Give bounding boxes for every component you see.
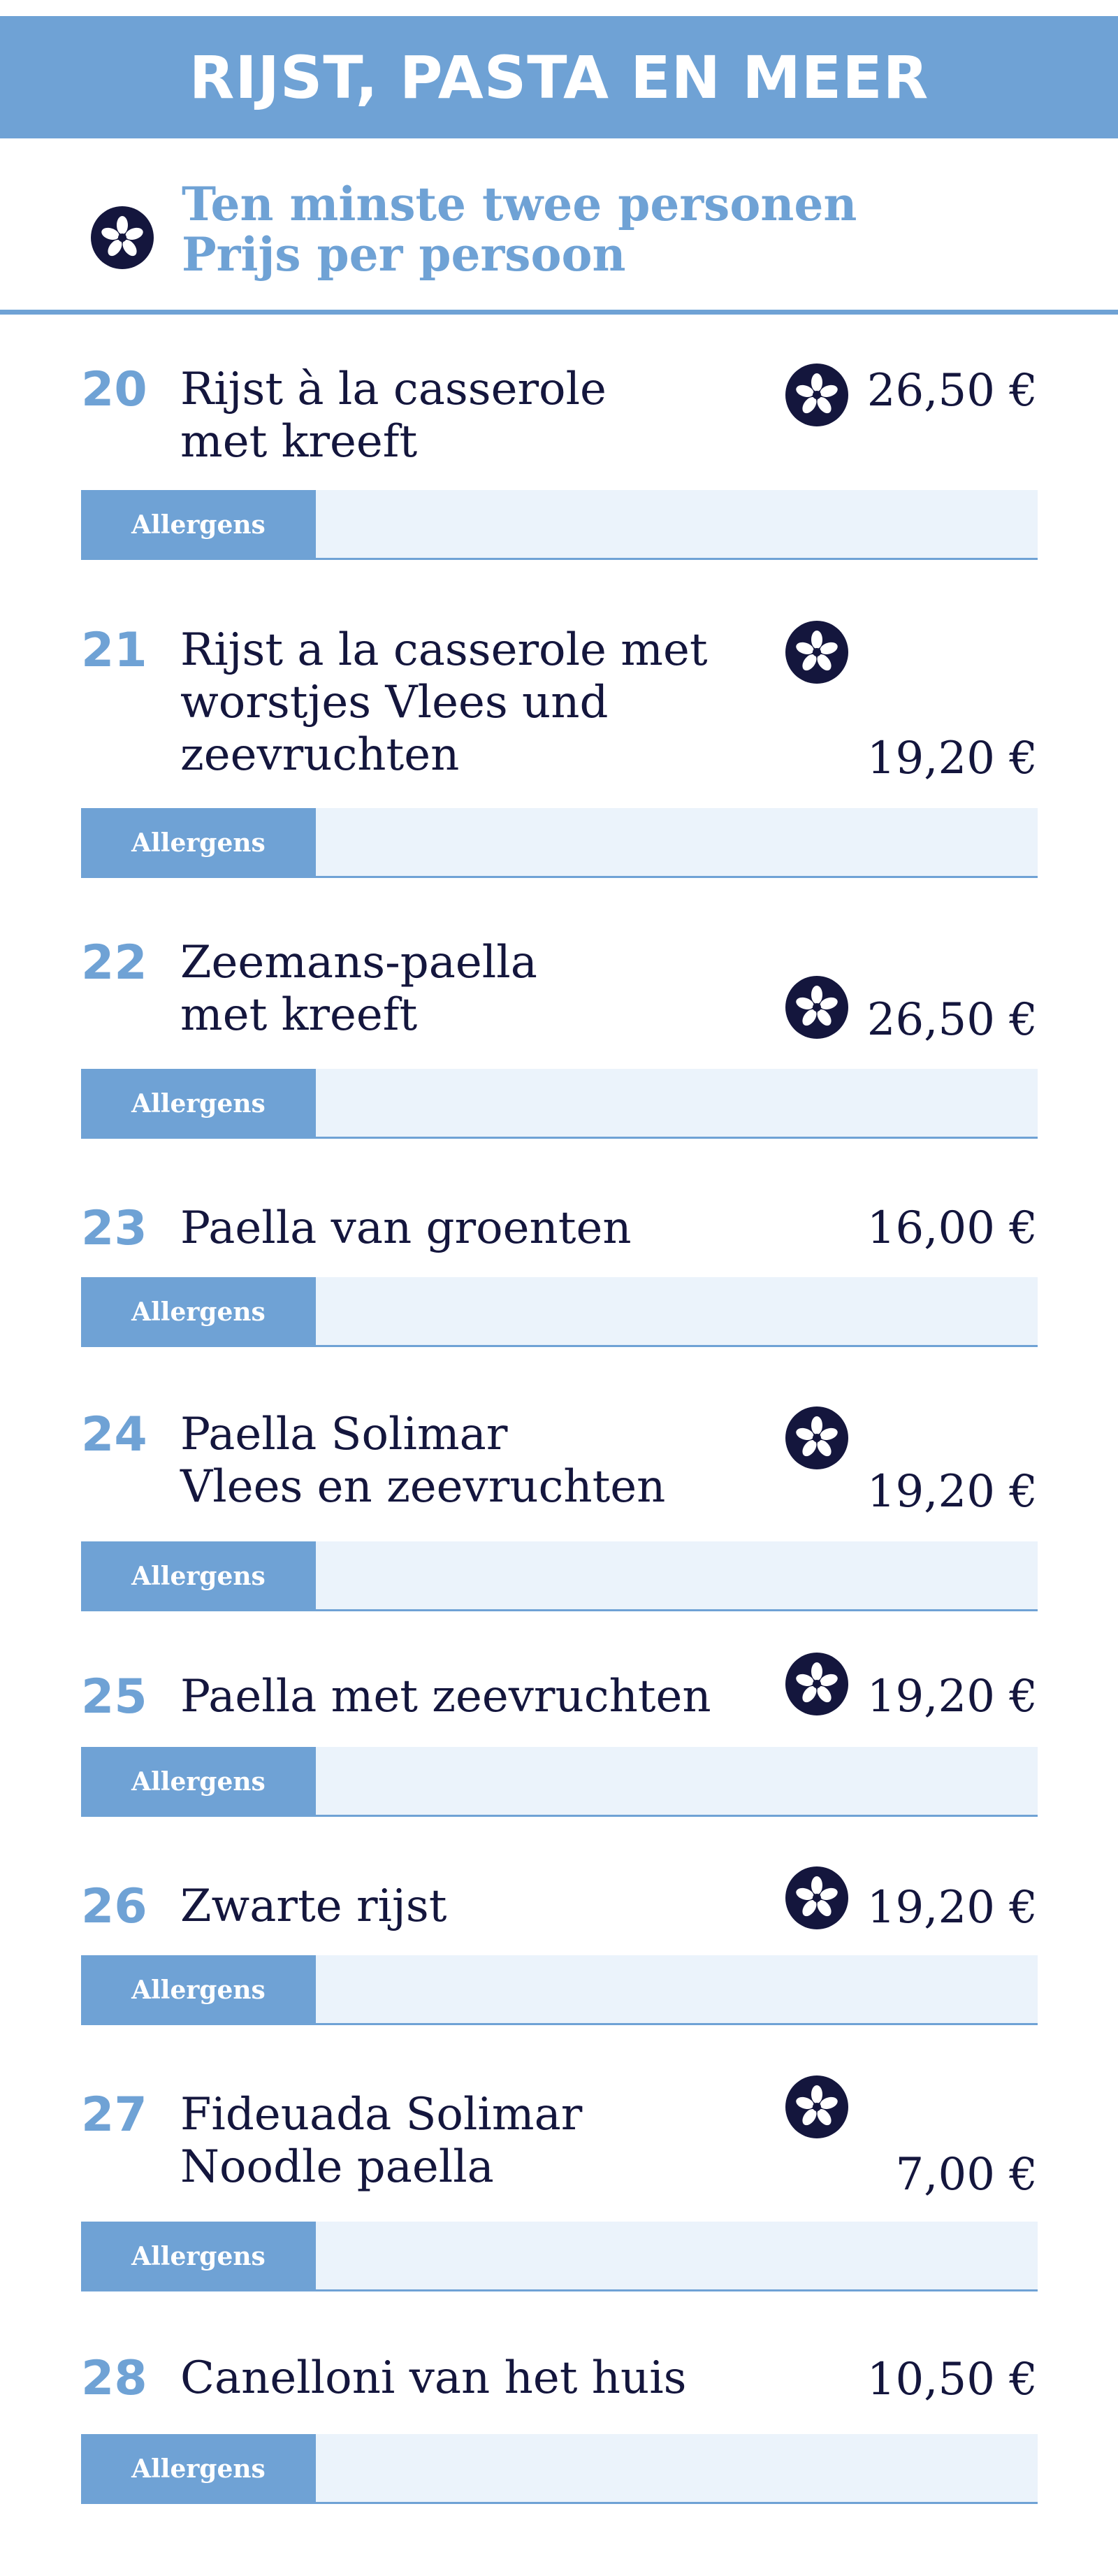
item-name: Zwarte rijst	[180, 1880, 447, 1933]
allergen-bar: Allergens	[81, 2434, 1038, 2504]
item-name-line: met kreeft	[180, 989, 418, 1041]
item-name-line: Zeemans-paella	[180, 937, 537, 988]
item-name-line: Rijst a la casserole met	[180, 624, 708, 676]
item-name-line: Paella van groenten	[180, 1202, 632, 1254]
allergen-bar: Allergens	[81, 490, 1038, 560]
item-name-line: Canelloni van het huis	[180, 2352, 687, 2404]
item-name-line: Zwarte rijst	[180, 1880, 447, 1932]
item-name: Zeemans-paella met kreeft	[180, 937, 537, 1042]
note-line-1: Ten minste twee personen	[182, 177, 857, 231]
allergens-button[interactable]: Allergens	[81, 1955, 316, 2025]
allergens-button[interactable]: Allergens	[81, 1747, 316, 1817]
allergen-bar: Allergens	[81, 1541, 1038, 1611]
item-number: 20	[81, 362, 147, 417]
item-name-line: worstjes Vlees und	[180, 677, 609, 728]
item-price: 26,50 €	[866, 365, 1038, 417]
allergen-bar: Allergens	[81, 1277, 1038, 1347]
asterisk-flower-icon	[785, 1866, 848, 1929]
allergens-button[interactable]: Allergens	[81, 1069, 316, 1139]
asterisk-flower-icon	[91, 206, 154, 269]
allergen-bar: Allergens	[81, 1069, 1038, 1139]
item-number: 26	[81, 1879, 147, 1934]
note-line-2: Prijs per persoon	[182, 227, 626, 282]
item-price: 19,20 €	[866, 1466, 1038, 1518]
item-name: Canelloni van het huis	[180, 2352, 687, 2405]
item-price: 7,00 €	[895, 2149, 1038, 2201]
item-number: 25	[81, 1669, 147, 1725]
item-price: 16,00 €	[866, 1202, 1038, 1254]
allergen-bar: Allergens	[81, 1955, 1038, 2025]
item-name: Paella met zeevruchten	[180, 1671, 711, 1723]
item-name-line: Fideuada Solimar	[180, 2089, 583, 2140]
allergens-button[interactable]: Allergens	[81, 1277, 316, 1347]
item-price: 10,50 €	[866, 2354, 1038, 2405]
allergens-button[interactable]: Allergens	[81, 1541, 316, 1611]
asterisk-flower-icon	[785, 2075, 848, 2138]
item-number: 23	[81, 1201, 147, 1256]
min-persons-note: Ten minste twee personen Prijs per perso…	[0, 138, 1118, 313]
item-name-line: Rijst à la casserole	[180, 364, 607, 415]
item-number: 28	[81, 2351, 147, 2406]
item-name: Rijst a la casserole met worstjes Vlees u…	[180, 624, 708, 782]
allergens-button[interactable]: Allergens	[81, 2222, 316, 2291]
asterisk-flower-icon	[785, 621, 848, 684]
asterisk-flower-icon	[785, 364, 848, 426]
item-name-line: Paella Solimar	[180, 1409, 508, 1460]
asterisk-flower-icon	[785, 1653, 848, 1715]
item-price: 19,20 €	[866, 733, 1038, 784]
item-price: 26,50 €	[866, 994, 1038, 1046]
item-name: Paella van groenten	[180, 1202, 632, 1255]
item-name-line: Vlees en zeevruchten	[180, 1461, 666, 1513]
allergens-button[interactable]: Allergens	[81, 2434, 316, 2504]
item-name: Fideuada Solimar Noodle paella	[180, 2089, 582, 2194]
item-number: 21	[81, 623, 147, 678]
section-header: RIJST, PASTA EN MEER	[0, 16, 1118, 138]
divider	[0, 310, 1118, 315]
allergens-button[interactable]: Allergens	[81, 490, 316, 560]
allergen-bar: Allergens	[81, 2222, 1038, 2291]
asterisk-flower-icon	[785, 1406, 848, 1469]
item-name: Paella Solimar Vlees en zeevruchten	[180, 1409, 665, 1513]
asterisk-flower-icon	[785, 976, 848, 1039]
section-title: RIJST, PASTA EN MEER	[189, 43, 929, 112]
item-name: Rijst à la casserole met kreeft	[180, 364, 607, 468]
item-number: 27	[81, 2087, 147, 2143]
allergens-button[interactable]: Allergens	[81, 808, 316, 878]
item-name-line: zeevruchten	[180, 729, 460, 781]
item-number: 22	[81, 935, 147, 991]
item-name-line: Paella met zeevruchten	[180, 1671, 711, 1722]
allergen-bar: Allergens	[81, 808, 1038, 878]
item-number: 24	[81, 1407, 147, 1462]
item-price: 19,20 €	[866, 1671, 1038, 1722]
item-name-line: Noodle paella	[180, 2141, 494, 2193]
item-name-line: met kreeft	[180, 416, 418, 468]
allergen-bar: Allergens	[81, 1747, 1038, 1817]
item-price: 19,20 €	[866, 1882, 1038, 1934]
